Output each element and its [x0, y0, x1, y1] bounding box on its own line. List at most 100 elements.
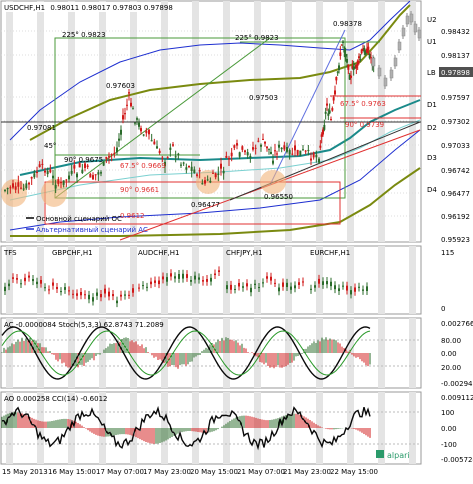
candle-body [201, 183, 204, 185]
cross-body [278, 287, 280, 292]
ac-scale-80: 80.00 [441, 337, 461, 345]
candle-body [52, 175, 54, 179]
cross-body [302, 281, 304, 283]
session-stripe [223, 246, 230, 314]
cross-body [116, 300, 118, 304]
fan-label-red-left: 0.9612 [120, 212, 145, 220]
cross-body [24, 277, 26, 282]
cross-scale-bottom: 0 [441, 305, 445, 313]
candle-body [140, 128, 142, 132]
projection-candles [371, 11, 422, 89]
band-olive-upper [29, 4, 411, 141]
candle-body [156, 146, 158, 149]
candle-body [230, 152, 233, 157]
cross-body [258, 287, 260, 289]
candle-body [264, 141, 266, 144]
candle-body [122, 115, 124, 120]
main-price-panel[interactable]: 225° 0.9823 225° 0.9823 45° 90° 0.9675 6… [0, 0, 422, 243]
price-tick: 0.96742 [441, 167, 470, 175]
price-tick: 0.98137 [441, 52, 470, 60]
cross-body [146, 286, 148, 288]
cross-body [210, 277, 212, 282]
candle-body [335, 76, 338, 81]
cross-body [80, 291, 82, 296]
cross-body [64, 287, 66, 290]
candle-body [169, 147, 172, 150]
cross-body [120, 294, 122, 297]
candle-body [362, 48, 364, 51]
cross-body [76, 293, 78, 296]
candle-body [62, 180, 65, 185]
candle-body [339, 52, 342, 56]
candle-body [214, 173, 217, 178]
candle-body [70, 170, 73, 174]
cross-body [108, 291, 110, 297]
candle-body [332, 97, 335, 101]
cross-body [4, 286, 6, 292]
candle-body [60, 182, 62, 184]
candle-body [268, 148, 270, 150]
candle-body [236, 143, 238, 146]
candle-body [359, 59, 362, 61]
cross-pairs-panel[interactable]: TFS GBPCHF,H1 AUDCHF,H1 CHFJPY,H1 EURCHF… [0, 245, 454, 315]
price-axis[interactable]: 0.98432 0.98137 0.97898 0.97597 0.97302 … [439, 28, 473, 244]
current-price-box [439, 67, 473, 77]
current-price-label: 0.97898 [441, 69, 470, 77]
cross-body [60, 291, 62, 293]
band-olive-lower [10, 167, 421, 237]
cross-body [20, 283, 22, 285]
cross-body [238, 282, 240, 287]
cross-scale-top: 115 [441, 249, 454, 257]
candle-body [330, 119, 332, 121]
candle-body [33, 173, 36, 178]
projection-body [417, 29, 422, 39]
candle-body [206, 179, 209, 181]
candle-body [97, 172, 100, 175]
candle-body [350, 75, 352, 78]
candle-body [340, 44, 343, 46]
candle-body [327, 113, 330, 116]
ac-stoch-panel[interactable]: AC -0.0000084 Stoch(5,3,3) 62.8743 71.20… [0, 317, 473, 389]
ao-cci-panel[interactable]: AO 0.000258 CCI(14) -0.6012 0.009112 100… [0, 391, 473, 465]
candle-body [108, 156, 110, 158]
candle-body [328, 110, 331, 114]
time-axis[interactable]: 15 May 2013 16 May 15:00 17 May 07:00 17… [2, 468, 378, 476]
candle-body [4, 189, 6, 191]
candle-body [130, 102, 132, 107]
candle-body [358, 56, 360, 59]
zone-lb: LB [427, 69, 436, 77]
cross-body [346, 285, 348, 291]
candle-body [241, 146, 244, 150]
candle-body [304, 150, 307, 152]
cross-body [8, 283, 10, 287]
ac-scale-0: 0.00 [441, 350, 457, 358]
trough-label-2: 0.96550 [264, 193, 293, 201]
candle-body [352, 66, 355, 70]
cross-body [182, 273, 184, 279]
candle-body [142, 134, 145, 136]
session-stripe [254, 246, 261, 314]
price-candles[interactable] [4, 40, 375, 195]
cross-body [282, 282, 284, 287]
cross-body [298, 282, 300, 285]
candle-body [355, 64, 358, 69]
cross-candles [4, 266, 368, 308]
candle-body [182, 162, 185, 164]
projection-body [393, 57, 398, 67]
cross-body [28, 275, 30, 278]
candle-body [145, 130, 148, 134]
candle-body [315, 154, 318, 158]
candle-body [17, 182, 20, 187]
cross-body [32, 279, 34, 282]
cross-body [342, 285, 344, 287]
session-stripe [68, 246, 75, 314]
cross-body [290, 286, 292, 290]
cross-body [142, 285, 144, 287]
scenario-circle-3 [196, 170, 220, 194]
zone-d2: D2 [427, 124, 437, 132]
cross-body [96, 292, 98, 296]
candle-body [54, 184, 57, 189]
candle-body [228, 158, 230, 160]
